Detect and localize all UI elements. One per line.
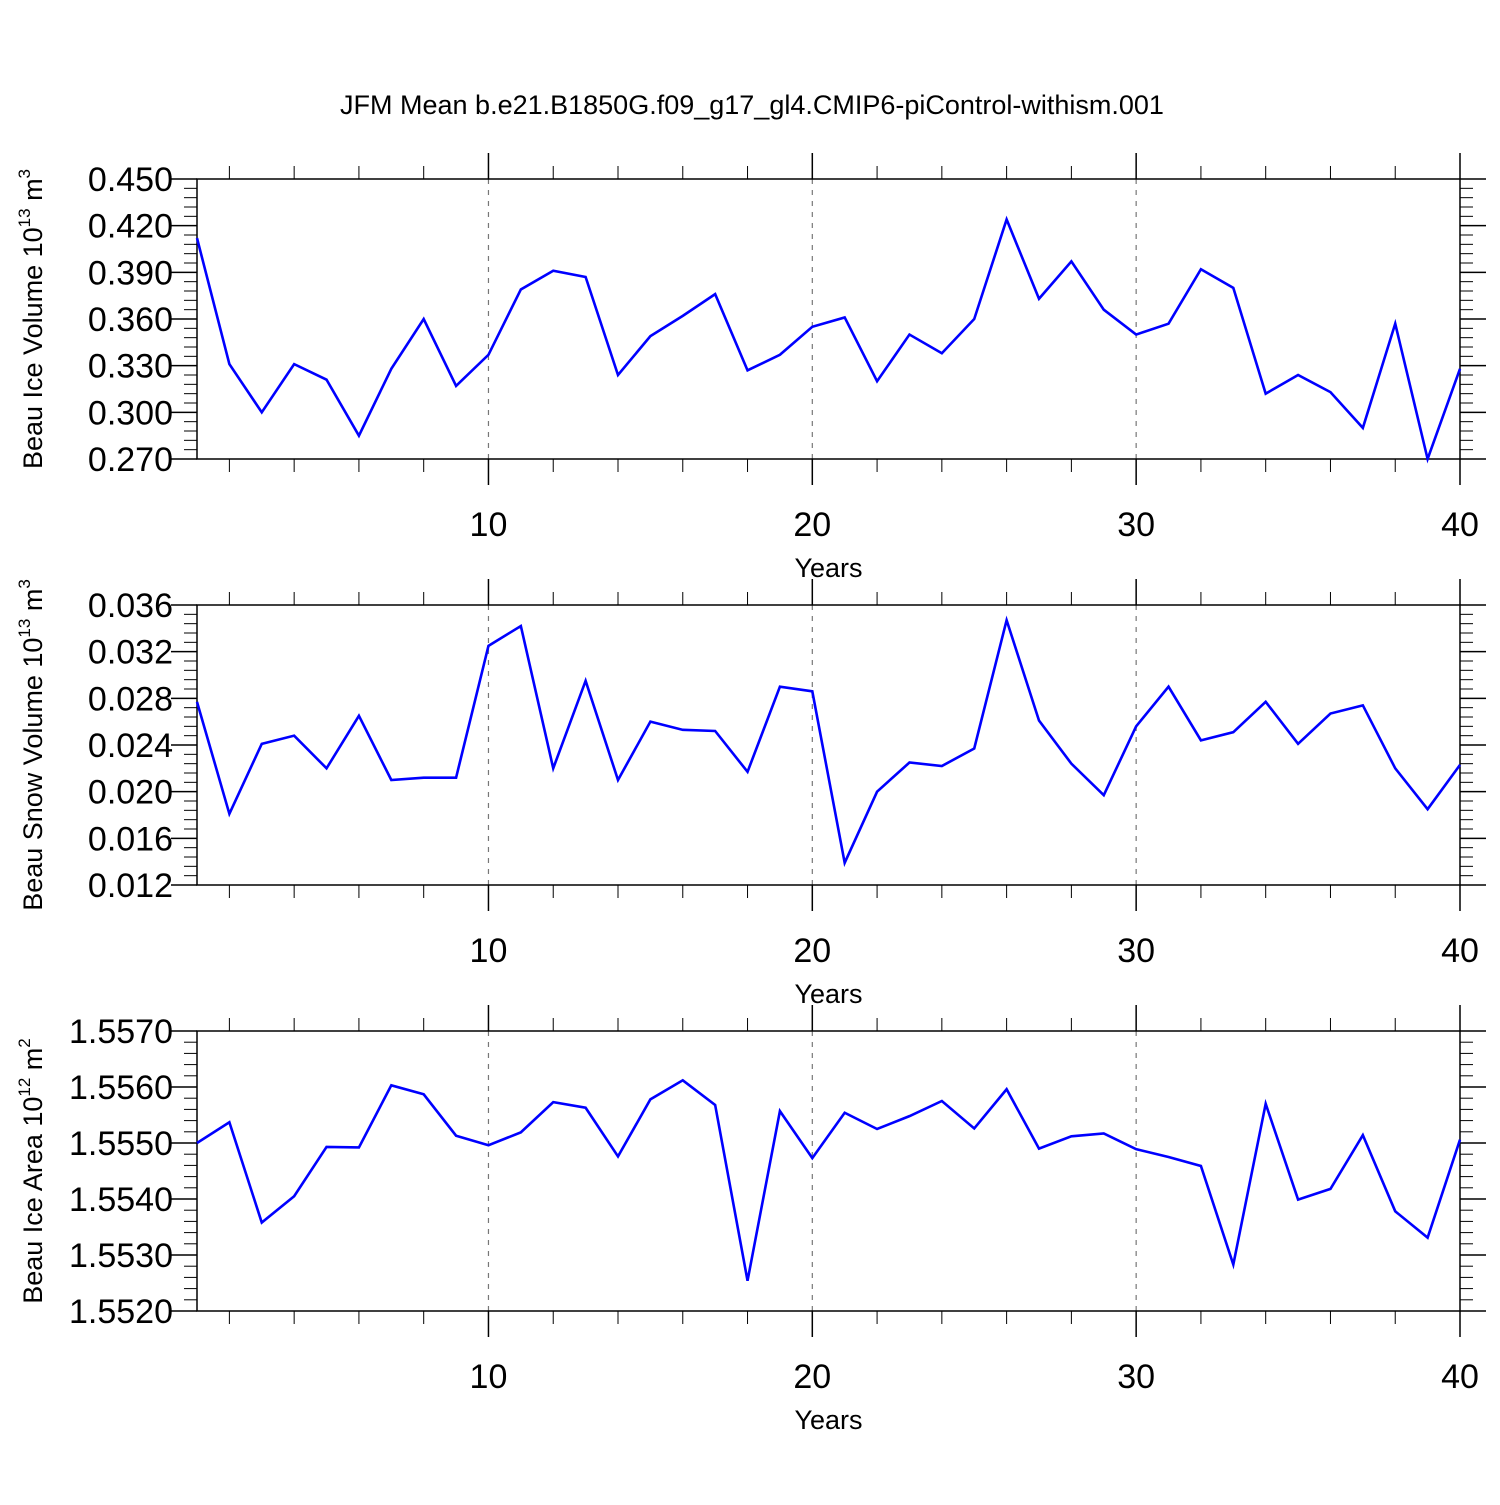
y-axis-title-unit-exponent: 3: [15, 169, 34, 178]
y-tick-label: 0.360: [88, 301, 173, 339]
y-tick-label: 0.330: [88, 348, 173, 386]
x-axis-title: Years: [794, 979, 862, 1009]
chart-panel-2: 0.012 0.016 0.020 0.024 0.028 0.032 0.036 10 20 3…: [15, 579, 1486, 1009]
plot-frame: [197, 1031, 1460, 1311]
chart-panel-3: 1.5520 1.5530 1.5540 1.5550 1.5560 1.5570 10 20…: [15, 1005, 1486, 1435]
y-axis-title-main: Beau Ice Area 10: [18, 1097, 48, 1304]
series-line: [197, 1080, 1460, 1280]
y-tick-label: 0.450: [88, 161, 173, 199]
y-tick-label: 0.028: [88, 680, 173, 718]
y-axis-title-exponent: 13: [15, 619, 34, 638]
x-tick-label: 20: [793, 932, 831, 970]
y-axis-title-main: Beau Ice Volume 10: [18, 227, 48, 469]
x-tick-label: 30: [1117, 1358, 1155, 1396]
y-tick-label: 0.300: [88, 394, 173, 432]
y-axis-title: Beau Ice Area 1012 m2: [15, 1038, 48, 1304]
y-axis-title-unit-exponent: 3: [15, 579, 34, 588]
x-tick-label: 40: [1441, 506, 1479, 544]
y-tick-label: 1.5530: [69, 1237, 173, 1275]
series-line: [197, 219, 1460, 459]
y-tick-label: 1.5520: [69, 1293, 173, 1331]
x-axis-title: Years: [794, 553, 862, 583]
y-axis-title-exponent: 12: [15, 1078, 34, 1097]
plot-frame: [197, 605, 1460, 885]
y-tick-label: 0.024: [88, 727, 173, 765]
series-line: [197, 620, 1460, 863]
x-tick-label: 30: [1117, 506, 1155, 544]
y-tick-label: 0.420: [88, 208, 173, 246]
x-tick-label: 40: [1441, 932, 1479, 970]
x-tick-label: 20: [793, 1358, 831, 1396]
y-tick-label: 1.5560: [69, 1069, 173, 1107]
y-axis-title-unit: m: [18, 589, 48, 619]
y-axis-title-unit-exponent: 2: [15, 1038, 34, 1047]
y-tick-label: 0.036: [88, 587, 173, 625]
x-tick-label: 30: [1117, 932, 1155, 970]
y-tick-label: 1.5540: [69, 1181, 173, 1219]
y-tick-label: 0.012: [88, 867, 173, 905]
x-tick-label: 20: [793, 506, 831, 544]
chart-panel-1: 0.270 0.300 0.330 0.360 0.390 0.420 0.450 10 20 3…: [15, 153, 1486, 583]
y-tick-label: 1.5570: [69, 1013, 173, 1051]
x-tick-label: 40: [1441, 1358, 1479, 1396]
y-tick-label: 0.032: [88, 634, 173, 672]
x-tick-label: 10: [470, 932, 508, 970]
main-title: JFM Mean b.e21.B1850G.f09_g17_gl4.CMIP6-…: [340, 90, 1164, 120]
y-tick-label: 0.020: [88, 774, 173, 812]
y-tick-label: 1.5550: [69, 1125, 173, 1163]
x-tick-label: 10: [470, 506, 508, 544]
y-tick-label: 0.390: [88, 254, 173, 292]
y-axis-title-exponent: 13: [15, 208, 34, 227]
y-tick-label: 0.016: [88, 820, 173, 858]
y-axis-title-unit: m: [18, 178, 48, 208]
y-axis-title: Beau Ice Volume 1013 m3: [15, 169, 48, 469]
x-axis-title: Years: [794, 1405, 862, 1435]
y-tick-label: 0.270: [88, 441, 173, 479]
x-tick-label: 10: [470, 1358, 508, 1396]
plot-frame: [197, 179, 1460, 459]
y-axis-title-main: Beau Snow Volume 10: [18, 638, 48, 911]
y-axis-title: Beau Snow Volume 1013 m3: [15, 579, 48, 911]
y-axis-title-unit: m: [18, 1048, 48, 1078]
